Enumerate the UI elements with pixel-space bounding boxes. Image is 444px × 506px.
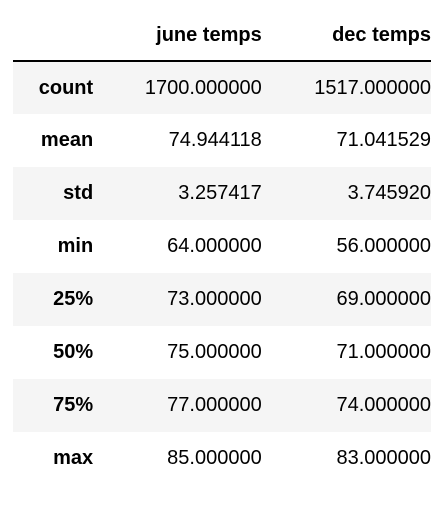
- column-header-dec-temps: dec temps: [261, 10, 431, 62]
- table-row: 50% 75.000000 71.000000: [13, 326, 431, 379]
- summary-statistics-table: june temps dec temps count 1700.000000 1…: [13, 10, 431, 485]
- cell-dec-min: 56.000000: [336, 235, 431, 257]
- cell-june-count: 1700.000000: [144, 76, 262, 99]
- cell-june-25-percent: 73.000000: [167, 288, 262, 310]
- table-row: 75% 77.000000 74.000000: [13, 379, 431, 432]
- column-header-june-temps: june temps: [115, 10, 262, 62]
- row-label-count: count: [38, 76, 94, 99]
- cell-dec-50-percent: 71.000000: [336, 341, 431, 363]
- table-row: max 85.000000 83.000000: [13, 432, 431, 485]
- table-row: 25% 73.000000 69.000000: [13, 273, 431, 326]
- row-label-std: std: [63, 182, 94, 204]
- header-row: june temps dec temps: [13, 10, 431, 62]
- row-label-min: min: [57, 235, 94, 257]
- table-header: june temps dec temps: [13, 10, 431, 62]
- index-header: [13, 10, 116, 62]
- cell-june-max: 85.000000: [167, 447, 262, 469]
- row-label-75-percent: 75%: [53, 394, 94, 416]
- row-label-25-percent: 25%: [53, 288, 94, 310]
- cell-dec-count: 1517.000000: [314, 76, 431, 99]
- table-row: min 64.000000 56.000000: [13, 220, 431, 273]
- cell-june-50-percent: 75.000000: [167, 341, 262, 363]
- cell-dec-25-percent: 69.000000: [336, 288, 431, 310]
- cell-june-std: 3.257417: [178, 182, 262, 204]
- cell-dec-max: 83.000000: [336, 447, 431, 469]
- cell-dec-mean: 71.041529: [336, 129, 431, 151]
- table-row: mean 74.944118 71.041529: [13, 114, 431, 167]
- row-label-max: max: [53, 447, 94, 469]
- table-body: count 1700.000000 1517.000000 mean 74.94…: [13, 61, 431, 485]
- table-row: std 3.257417 3.745920: [13, 167, 431, 220]
- cell-june-min: 64.000000: [167, 235, 262, 257]
- cell-june-75-percent: 77.000000: [167, 394, 262, 416]
- cell-dec-75-percent: 74.000000: [336, 394, 431, 416]
- table-row: count 1700.000000 1517.000000: [13, 61, 431, 114]
- cell-june-mean: 74.944118: [168, 129, 262, 151]
- row-label-50-percent: 50%: [53, 341, 94, 363]
- cell-dec-std: 3.745920: [347, 182, 431, 204]
- row-label-mean: mean: [40, 129, 94, 151]
